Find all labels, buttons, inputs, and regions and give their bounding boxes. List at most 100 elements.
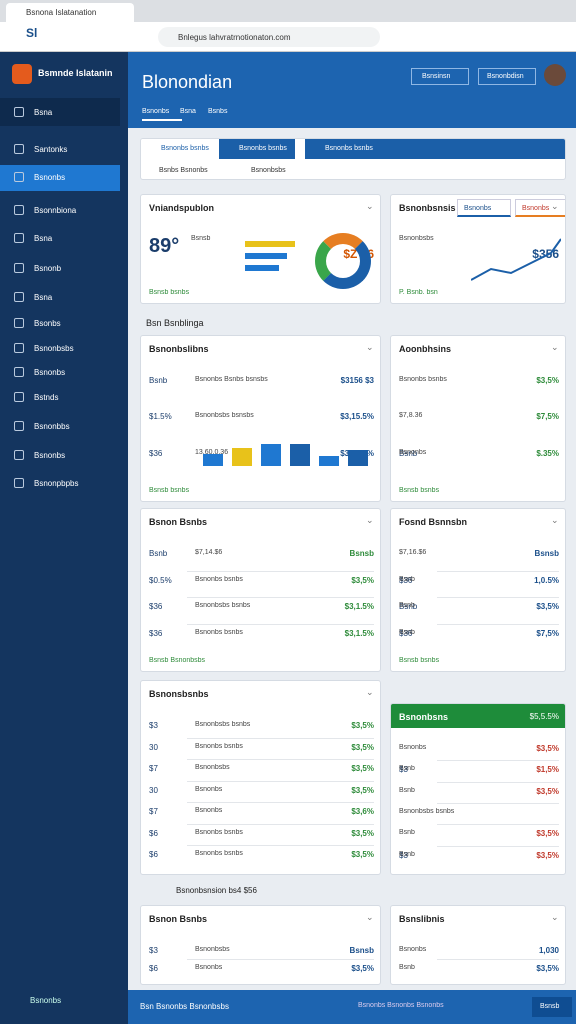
card-note[interactable]: Bsnsb Bsnonbsbs [149,657,206,664]
row-lead: $6 [149,828,158,838]
card: Bsnonsbsnbs ⌄ $3 Bsnonbsbs bsnbs $3,5% 30 Bsno… [140,680,381,875]
card: Bsnonbsnsis ⌄ Bsnonbs Bsnonbs Bsnonbsbs $356 P… [390,194,566,304]
nav-item[interactable]: Bsonnbiona [34,206,77,215]
card-note[interactable]: Bsnsb bsnbs [149,487,190,494]
row-lead: $7 [149,807,158,817]
row-value: $3,5% [351,785,374,795]
nav-item[interactable]: Bsonbs [34,319,61,328]
row-divider [437,597,559,598]
row-value: $.35% [536,448,559,458]
header-tab[interactable]: Bsnbs [208,108,228,115]
footer: Bsn Bsnonbs Bsnonbsbs Bsnonbs Bsnonbs Bs… [128,990,576,1024]
header-button[interactable]: Bsnonbdisn [478,68,536,85]
header-button[interactable]: Bsnsinsn [411,68,469,85]
row-value: $3,5% [536,376,559,385]
row-value: $3,15.5% [340,412,374,422]
card-title: Bsnonbsns [399,712,449,722]
nav-item[interactable]: Bsnonbs [34,173,66,182]
nav-icon [14,292,24,302]
nav-item[interactable]: Bstnds [34,393,59,402]
row-lead: $36 [149,602,163,611]
nav-item[interactable]: Bsna [34,293,53,302]
row-label: Bsnonbsbs bsnbs [195,602,251,609]
nav-item[interactable]: Bsnonbbs [34,422,70,431]
row-divider [437,760,559,762]
card-badge: $5,5.5% [529,712,559,721]
header-tab[interactable]: Bsnonbs [142,108,182,121]
nav-item[interactable]: Bsnonpbpbs [34,479,79,488]
row-label: Bsnonbsbs bsnsbs [195,412,254,420]
section-title: Bsn Bsnblinga [146,318,204,328]
card-title: Aoonbhsins [399,344,451,354]
row-label: Bsnb [399,829,415,837]
row-label: Bsnonbs [399,448,427,456]
card-note[interactable]: Bsnsb bsnbs [399,657,440,664]
row-value: $3,5% [351,850,374,860]
active-item-bg [0,165,120,191]
row-value: $3,5% [351,828,374,838]
card-title: Fosnd Bsnnsbn [399,517,467,527]
row-label: Bsnonbs bsnbs [195,742,243,750]
nav-item[interactable]: Bsnonbs [34,368,66,377]
row-label: Bsnonbs bsnbs [195,628,243,636]
footer-button[interactable]: Bsnsb [532,997,572,1017]
row-divider [437,623,559,625]
toolbar-button[interactable]: Bsnonbs bsnbs [219,139,295,159]
tab[interactable]: Bsnona Islatanation [6,3,134,22]
nav-item[interactable]: Bsnonb [34,264,62,273]
filter[interactable]: Bsnbs Bsnonbs [159,167,208,174]
sidebar: Bsmnde Islatanin Bsnonbs Bsna Santonks Bsn… [0,52,128,1024]
row-label: Bsnb [399,602,415,609]
row-value: Bsnsb [349,946,374,955]
tab-bar: Bsnona Islatanation [0,0,576,22]
row-value: $7,5% [536,412,559,422]
nav-item[interactable]: Santonks [34,145,68,154]
card-note[interactable]: Bsnsb bsnbs [149,289,190,296]
row-value: $3,1.5% [344,628,374,638]
row-value: 1,0.5% [534,575,559,585]
row-lead: $3 [399,765,408,775]
chevron: ⌄ [366,342,374,352]
chart-bar [203,454,223,466]
row-label: Bsnonbs bsnbs [399,376,447,383]
row-value: $3,5% [536,850,559,860]
chart-bar [290,444,310,466]
row-value: 1,030 [538,946,559,955]
chevron: ⌄ [366,687,374,697]
card-tab[interactable]: Bsnonbs [457,199,511,217]
card-note[interactable]: P. Bsnb. bsn [399,289,438,296]
toolbar-button[interactable]: Bsnonbs bsnbs [141,139,217,159]
card-title: Vniandspublon [149,203,214,213]
row-value: $3,5% [351,764,374,774]
card-title: Bsnonsbsnbs [149,689,209,699]
header-tab[interactable]: Bsna [180,108,196,115]
nav-item[interactable]: Bsna [34,108,53,117]
url[interactable]: Bnlegus lahvratrnotionaton.com [158,27,380,47]
row-lead: 30 [149,742,158,752]
nav-item[interactable]: Bsnonbs [34,451,66,460]
nav-item[interactable]: Bsnonbsbs [34,344,74,353]
card-note[interactable]: Bsnsb bsnbs [399,487,440,494]
nav-icon [14,421,24,431]
nav-item[interactable]: Bsna [34,234,53,243]
row-label: Bsnonbs bsnbs [195,850,243,858]
row-label: Bsnonbs [399,744,427,751]
chevron: ⌄ [551,912,559,922]
card: Bsnslibnis ⌄ Bsnonbs 1,030 Bsnb $3,5% [390,905,566,985]
filter[interactable]: Bsnonbsbs [251,167,286,174]
row-divider [187,959,374,960]
toolbar-button[interactable]: Bsnonbs bsnbs [305,139,565,159]
row-value: Bsnsb [349,549,374,558]
row-value: $3,5% [351,742,374,752]
row-label: $7,16.$6 [399,549,427,556]
row-lead: $36 [149,448,163,458]
nav-icon [14,107,24,117]
row-lead: $3 [149,946,158,955]
mini-bar [245,253,287,259]
row-divider [187,623,374,625]
row-lead: $1.5% [149,412,172,422]
card-tab[interactable]: Bsnonbs [515,199,565,217]
row-label: Bsnonbs Bsnbs bsnsbs [195,376,268,383]
avatar[interactable] [544,64,566,86]
sidebar-footer[interactable]: Bsnonbs [30,996,62,1005]
